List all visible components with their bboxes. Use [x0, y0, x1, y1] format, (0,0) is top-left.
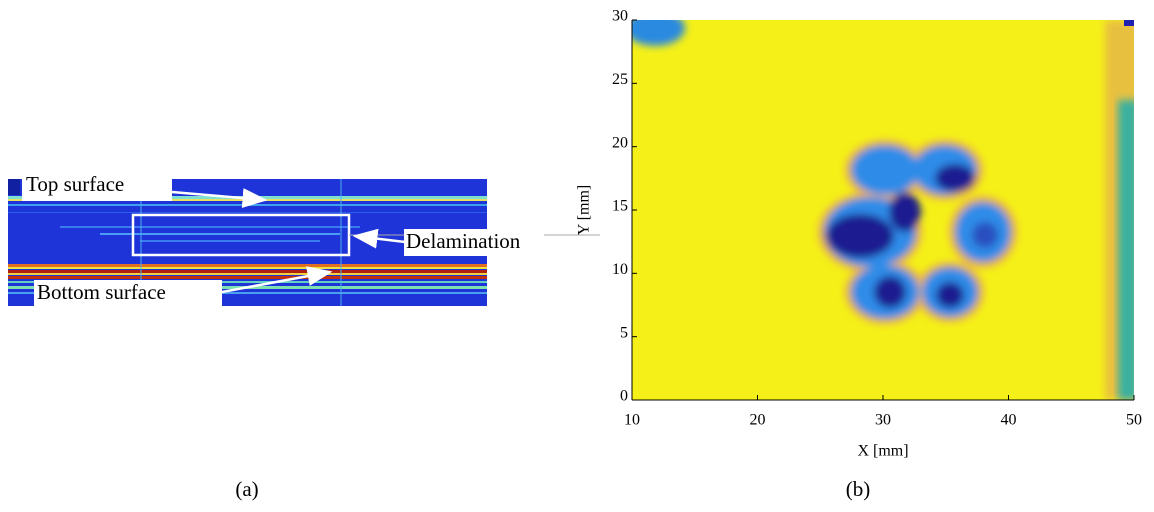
annotation: Bottom surface	[37, 280, 166, 304]
y-tick-label: 10	[612, 261, 628, 278]
corner-patch	[1124, 20, 1134, 26]
y-tick-label: 30	[612, 8, 628, 25]
label-box	[34, 280, 222, 307]
annotation: Top surface	[26, 172, 124, 196]
heatmap-image	[632, 20, 1134, 400]
y-tick-label: 0	[620, 388, 628, 405]
x-tick-label: 30	[875, 412, 891, 429]
x-tick-label: 10	[624, 412, 640, 429]
caption: (b)	[846, 477, 871, 501]
caption: (a)	[235, 477, 258, 501]
arrow	[352, 228, 406, 249]
label-box	[22, 171, 172, 201]
annotation: Delamination	[406, 229, 521, 253]
y-tick-label: 20	[612, 134, 628, 151]
x-axis-label: X [mm]	[857, 443, 908, 460]
arrow	[171, 188, 268, 209]
label-box	[404, 229, 544, 256]
y-axis-label: Y [mm]	[576, 185, 593, 236]
x-tick-label: 20	[750, 412, 766, 429]
x-tick-label: 50	[1126, 412, 1142, 429]
arrow	[221, 266, 333, 294]
x-tick-label: 40	[1001, 412, 1017, 429]
y-tick-label: 15	[612, 198, 628, 215]
y-tick-label: 5	[620, 324, 628, 341]
y-tick-label: 25	[612, 71, 628, 88]
